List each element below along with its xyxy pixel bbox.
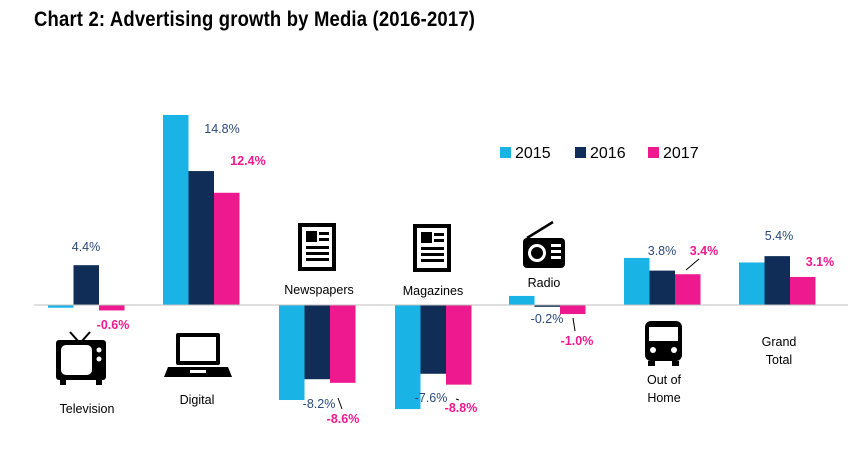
data-label-out-of-home-2016: 3.8%: [648, 244, 677, 258]
category-label-magazines: Magazines: [403, 284, 463, 298]
data-label-magazines-2016: -7.6%: [415, 391, 448, 405]
bar-newspapers-2017: [330, 305, 356, 383]
bar-digital-2016: [188, 171, 214, 305]
bar-newspapers-2015: [279, 305, 305, 401]
bar-digital-2017: [214, 192, 240, 305]
leader-line-magazines: [455, 398, 460, 401]
bar-out-of-home-2015: [624, 257, 650, 305]
data-label-radio-2017: -1.0%: [561, 334, 594, 348]
bar-newspapers-2016: [304, 305, 330, 380]
laptop-icon: [164, 333, 232, 377]
legend-label-2017: 2017: [663, 145, 699, 162]
bar-grand-total-2015: [739, 262, 765, 305]
data-label-grand-total-2016: 5.4%: [765, 229, 794, 243]
bar-radio-2016: [534, 305, 560, 307]
legend-swatch-2015: [500, 147, 511, 158]
magazine-icon: [413, 224, 451, 272]
bar-television-2015: [48, 305, 74, 308]
data-label-newspapers-2016: -8.2%: [303, 397, 336, 411]
newspaper-icon: [298, 223, 336, 271]
data-label-grand-total-2017: 3.1%: [806, 255, 835, 269]
legend-swatch-2017: [648, 147, 659, 158]
category-label-newspapers: Newspapers: [284, 283, 353, 297]
bar-out-of-home-2017: [675, 274, 701, 305]
leader-line-newspapers: [337, 397, 343, 410]
bar-magazines-2015: [395, 305, 421, 410]
category-label-television: Television: [60, 402, 115, 416]
bar-digital-2015: [163, 114, 189, 305]
chart-title: Chart 2: Advertising growth by Media (20…: [34, 8, 476, 31]
category-label-grand-total: Grand: [762, 335, 797, 349]
legend-label-2016: 2016: [590, 145, 626, 162]
data-label-digital-2016: 14.8%: [204, 122, 239, 136]
legend-swatch-2016: [575, 147, 586, 158]
leader-line-radio: [572, 317, 576, 332]
bar-radio-2017: [560, 305, 586, 315]
data-label-digital-2017: 12.4%: [230, 154, 265, 168]
category-label-out-of-home: Home: [647, 391, 680, 405]
category-label-out-of-home: Out of: [647, 373, 682, 387]
data-label-radio-2016: -0.2%: [531, 312, 564, 326]
bar-out-of-home-2016: [649, 270, 675, 305]
data-label-television-2017: -0.6%: [97, 318, 130, 332]
data-label-magazines-2017: -8.8%: [445, 401, 478, 415]
category-label-digital: Digital: [180, 393, 215, 407]
bar-television-2017: [99, 305, 125, 311]
leader-line-out-of-home: [685, 258, 700, 271]
radio-icon: [523, 220, 565, 268]
category-label-grand-total: Total: [766, 353, 792, 367]
data-label-out-of-home-2017: 3.4%: [690, 244, 719, 258]
bar-television-2016: [73, 265, 99, 305]
bar-magazines-2016: [420, 305, 446, 374]
data-label-television-2016: 4.4%: [72, 240, 101, 254]
category-label-radio: Radio: [528, 276, 561, 290]
bar-radio-2015: [509, 295, 535, 305]
bar-grand-total-2017: [790, 276, 816, 305]
data-label-newspapers-2017: -8.6%: [327, 412, 360, 426]
legend-label-2015: 2015: [515, 145, 551, 162]
bar-grand-total-2016: [764, 256, 790, 305]
television-icon: [56, 331, 106, 385]
bus-icon: [645, 321, 682, 366]
bar-magazines-2017: [446, 305, 472, 385]
